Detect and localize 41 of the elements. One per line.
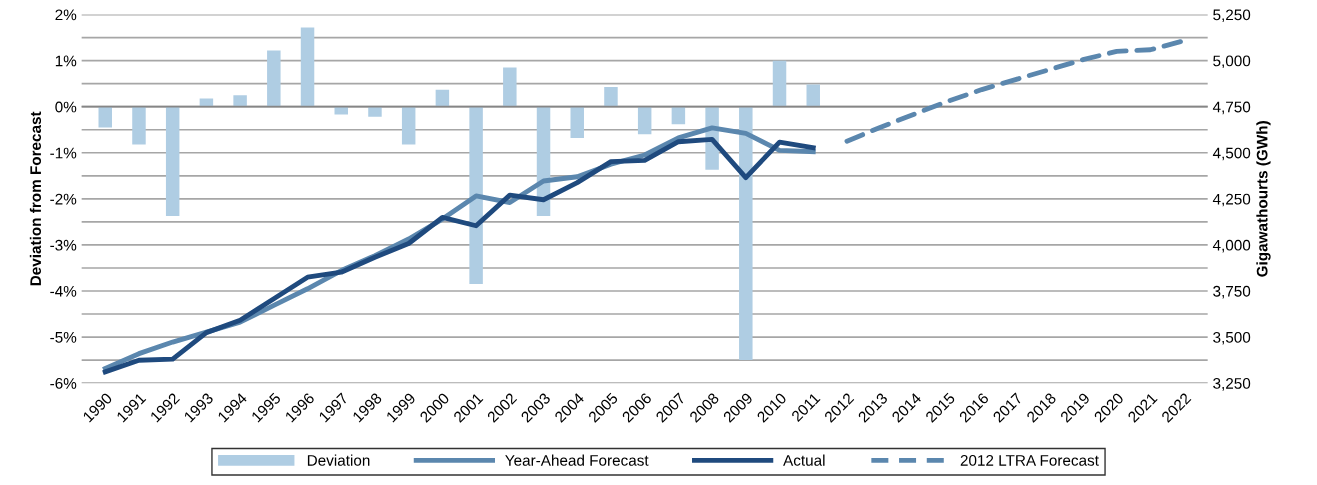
- y2-axis-title: Gigawathourts (GWh): [1256, 121, 1271, 277]
- y-tick-label: -3%: [50, 239, 77, 251]
- bar: [368, 106, 382, 117]
- y-tick-label: -4%: [50, 285, 77, 297]
- bar: [772, 60, 787, 107]
- y-tick-label: -1%: [50, 147, 77, 159]
- bar: [806, 84, 820, 107]
- bar: [435, 89, 450, 107]
- y2-tick-label: 4,000: [1212, 239, 1251, 253]
- y-tick-label: 0%: [55, 101, 77, 113]
- y2-tick-label: 3,500: [1213, 331, 1251, 345]
- legend-label: Actual: [783, 454, 825, 466]
- bar: [233, 95, 247, 107]
- y2-tick-label: 4,750: [1212, 101, 1251, 115]
- bar: [165, 106, 180, 216]
- y-tick-label: 1%: [55, 55, 77, 67]
- bar: [199, 98, 214, 107]
- y2-tick-label: 5,250: [1213, 9, 1251, 23]
- y-tick-label: -5%: [50, 332, 77, 343]
- bar: [739, 106, 753, 361]
- y2-tick-label: 3,750: [1213, 285, 1251, 299]
- y-axis-title: Deviation from Forecast: [29, 111, 42, 286]
- y2-tick-label: 4,500: [1212, 147, 1251, 161]
- y-tick-label: -2%: [50, 193, 77, 205]
- y-tick-label: 2%: [55, 9, 77, 21]
- y-tick-label: -6%: [50, 378, 77, 389]
- bar: [604, 86, 618, 107]
- y2-tick-label: 5,000: [1213, 55, 1251, 69]
- bar: [132, 106, 146, 145]
- bar: [469, 106, 483, 285]
- legend-label: 2012 LTRA Forecast: [960, 454, 1099, 466]
- y2-tick-label: 4,250: [1212, 193, 1251, 207]
- legend-label: Year-Ahead Forecast: [505, 454, 649, 466]
- legend-label: Deviation: [307, 454, 370, 466]
- bar: [503, 67, 517, 107]
- bar: [637, 106, 652, 135]
- y2-tick-label: 3,250: [1213, 378, 1251, 391]
- bar: [267, 50, 281, 107]
- bar: [300, 27, 315, 107]
- bar: [570, 106, 584, 139]
- bar: [401, 106, 416, 145]
